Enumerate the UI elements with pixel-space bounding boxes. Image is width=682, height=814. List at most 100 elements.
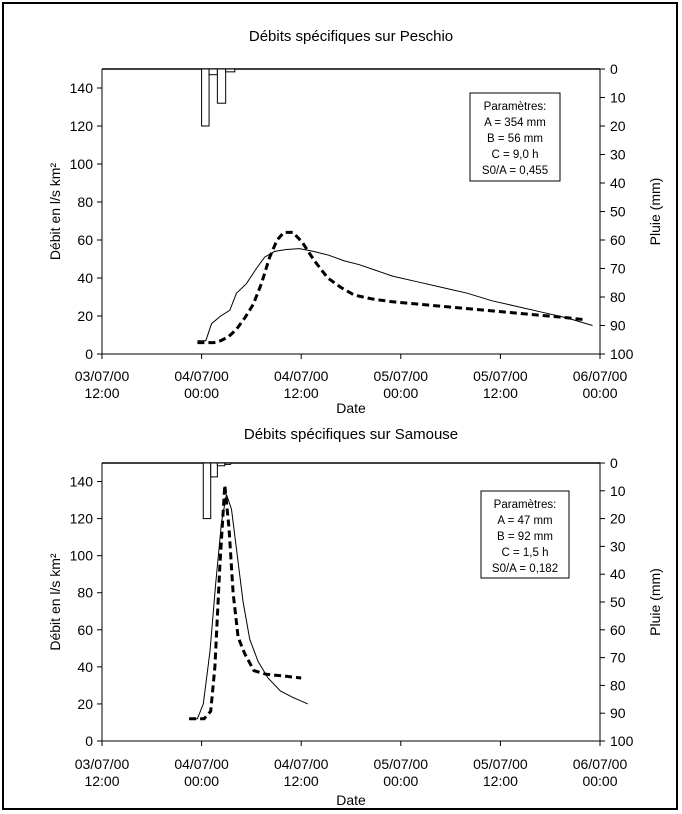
y-tick-label: 140 — [70, 474, 94, 490]
x-tick-date: 03/07/00 — [75, 368, 130, 384]
parameter-line: S0/A = 0,455 — [482, 165, 548, 177]
y-tick-label: 100 — [70, 548, 94, 564]
y2-tick-label: 70 — [610, 650, 626, 666]
parameter-line: C = 9,0 h — [492, 149, 539, 161]
x-tick-time: 12:00 — [483, 385, 518, 401]
y2-axis-label: Pluie (mm) — [647, 568, 663, 636]
parameter-line: S0/A = 0,182 — [492, 563, 558, 575]
rain-bar — [216, 462, 226, 467]
x-tick-date: 06/07/00 — [573, 368, 628, 384]
y-tick-label: 120 — [70, 511, 94, 527]
y2-tick-label: 0 — [610, 455, 618, 471]
y2-axis-label: Pluie (mm) — [647, 178, 663, 246]
x-tick-time: 00:00 — [582, 385, 617, 401]
parameter-line: A = 354 mm — [484, 117, 546, 129]
y2-tick-label: 20 — [610, 511, 626, 527]
y-tick-label: 120 — [70, 118, 94, 134]
rain-bar — [202, 462, 212, 520]
rain-bar — [224, 462, 232, 465]
observed-discharge-line — [197, 248, 593, 342]
chart-1: Débits spécifiques sur Peschio 0 20 40 60 80 1… — [47, 28, 663, 416]
y-tick-label: 80 — [77, 585, 93, 601]
chart-title: Débits spécifiques sur Peschio — [249, 28, 453, 45]
rain-bar — [208, 68, 218, 76]
y-tick-label: 80 — [77, 194, 93, 210]
x-tick-time: 00:00 — [383, 385, 418, 401]
y2-tick-label: 80 — [610, 677, 626, 693]
y-tick-label: 0 — [85, 733, 93, 749]
y2-tick-label: 60 — [610, 232, 626, 248]
y-tick-label: 40 — [77, 659, 93, 675]
y2-tick-label: 80 — [610, 289, 626, 305]
x-tick-date: 05/07/00 — [374, 756, 429, 772]
rain-bar — [216, 68, 227, 104]
y2-tick-label: 40 — [610, 566, 626, 582]
parameters-heading: Paramètres: — [494, 499, 557, 511]
x-tick-date: 04/07/00 — [174, 756, 229, 772]
parameters-box: Paramètres: A = 47 mm B = 92 mm C = 1,5 h S0… — [480, 490, 570, 579]
y-tick-label: 40 — [77, 270, 93, 286]
x-tick-time: 00:00 — [184, 773, 219, 789]
rain-bar — [201, 68, 210, 127]
x-tick-time: 12:00 — [483, 773, 518, 789]
parameter-line: A = 47 mm — [497, 515, 552, 527]
y2-tick-label: 30 — [610, 538, 626, 554]
x-tick-time: 00:00 — [184, 385, 219, 401]
parameters-box-border — [469, 92, 561, 182]
y2-tick-label: 50 — [610, 594, 626, 610]
y-tick-label: 100 — [70, 156, 94, 172]
x-axis-label: Date — [336, 400, 366, 416]
x-tick-time: 12:00 — [84, 385, 119, 401]
observed-discharge-line — [189, 494, 308, 720]
y-tick-label: 0 — [85, 346, 93, 362]
chart-2: Débits spécifiques sur Samouse 0 20 40 60 80 1… — [47, 426, 663, 808]
y-axis-label: Débit en l/s km² — [47, 553, 63, 651]
x-tick-date: 05/07/00 — [374, 368, 429, 384]
parameters-box-border — [480, 490, 570, 579]
x-tick-time: 12:00 — [284, 385, 319, 401]
y2-tick-label: 90 — [610, 705, 626, 721]
rain-bar — [210, 462, 218, 478]
y2-tick-label: 100 — [610, 346, 634, 362]
parameter-line: C = 1,5 h — [502, 547, 549, 559]
y2-tick-label: 0 — [610, 61, 618, 77]
y-tick-label: 60 — [77, 622, 93, 638]
x-tick-time: 12:00 — [84, 773, 119, 789]
y-tick-label: 20 — [77, 308, 93, 324]
parameters-box: Paramètres: A = 354 mm B = 56 mm C = 9,0 h S… — [469, 92, 561, 182]
x-tick-date: 04/07/00 — [274, 368, 329, 384]
y2-tick-label: 20 — [610, 118, 626, 134]
x-tick-time: 00:00 — [383, 773, 418, 789]
y2-tick-label: 40 — [610, 175, 626, 191]
y-axis-label: Débit en l/s km² — [47, 163, 63, 261]
chart-title: Débits spécifiques sur Samouse — [244, 426, 458, 443]
y2-tick-label: 60 — [610, 622, 626, 638]
x-tick-time: 00:00 — [582, 773, 617, 789]
parameters-heading: Paramètres: — [484, 101, 547, 113]
y2-tick-label: 100 — [610, 733, 634, 749]
x-tick-date: 04/07/00 — [274, 756, 329, 772]
x-tick-date: 03/07/00 — [75, 756, 130, 772]
parameter-line: B = 92 mm — [497, 531, 553, 543]
parameter-line: B = 56 mm — [487, 133, 543, 145]
y2-tick-label: 10 — [610, 90, 626, 106]
x-tick-date: 05/07/00 — [473, 368, 528, 384]
x-axis-label: Date — [336, 792, 366, 808]
simulated-discharge-line — [197, 230, 587, 345]
y2-tick-label: 50 — [610, 204, 626, 220]
y-tick-label: 60 — [77, 232, 93, 248]
x-tick-date: 05/07/00 — [473, 756, 528, 772]
y2-tick-label: 30 — [610, 147, 626, 163]
x-tick-date: 06/07/00 — [573, 756, 628, 772]
x-tick-time: 12:00 — [284, 773, 319, 789]
simulated-discharge-line — [189, 485, 302, 721]
y-tick-label: 140 — [70, 80, 94, 96]
x-tick-date: 04/07/00 — [174, 368, 229, 384]
y2-tick-label: 70 — [610, 261, 626, 277]
rain-bar — [225, 68, 236, 73]
y-tick-label: 20 — [77, 696, 93, 712]
y2-tick-label: 90 — [610, 318, 626, 334]
y2-tick-label: 10 — [610, 483, 626, 499]
